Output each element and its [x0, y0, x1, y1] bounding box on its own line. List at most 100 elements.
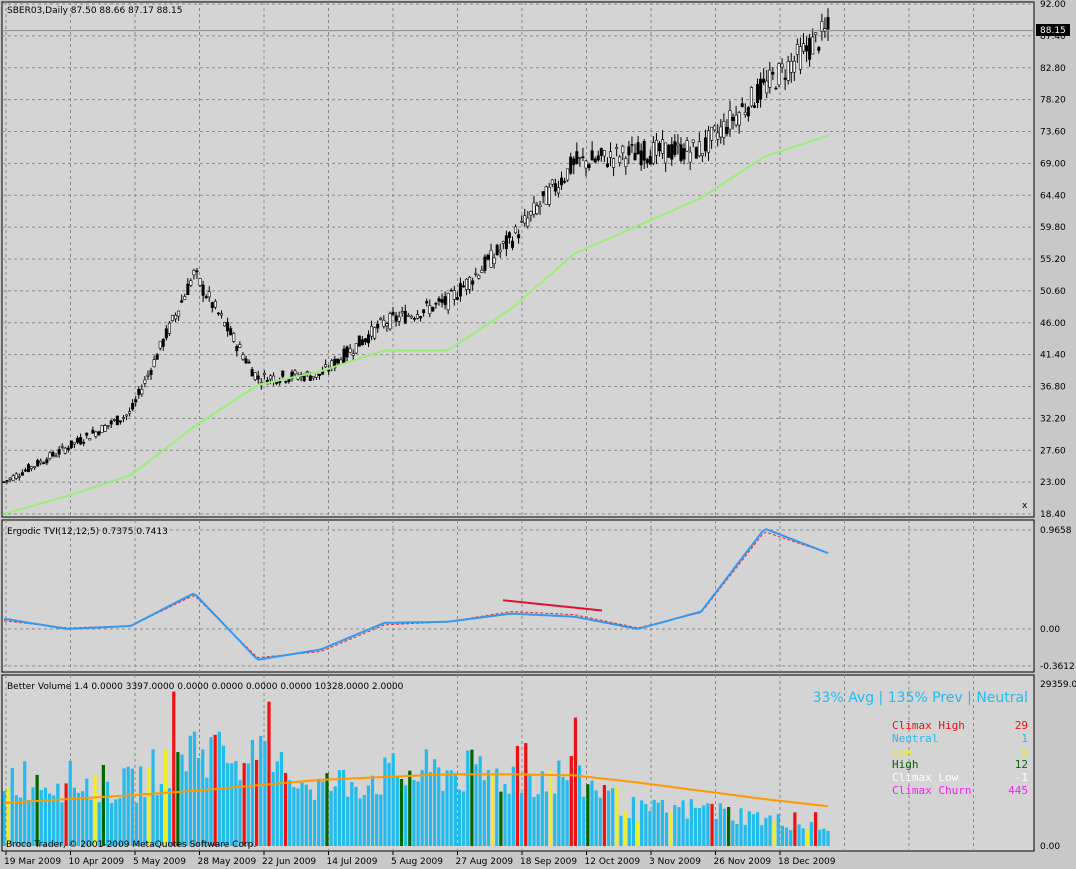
- volume-bar: [143, 797, 147, 846]
- volume-bar: [718, 803, 722, 846]
- volume-bar: [383, 757, 387, 846]
- candle-body: [177, 310, 181, 317]
- candle-body: [642, 141, 646, 161]
- ergodic-panel[interactable]: [1, 519, 1035, 673]
- candle-body: [762, 78, 766, 83]
- candle-body: [673, 141, 677, 155]
- legend-item-climax-low: Climax Low -1: [892, 771, 1028, 784]
- x-tick-label: 3 Nov 2009: [649, 857, 701, 867]
- volume-bar: [764, 817, 768, 846]
- volume-bar: [644, 804, 648, 846]
- candle-body: [514, 226, 518, 234]
- candle-body: [23, 469, 27, 472]
- volume-bar: [404, 785, 408, 846]
- x-tick-label: 5 Aug 2009: [391, 857, 443, 867]
- candle-body: [201, 284, 205, 296]
- candle-body: [811, 36, 815, 55]
- volume-bar: [151, 749, 155, 846]
- candle-body: [146, 374, 150, 377]
- volume-bar: [660, 799, 664, 846]
- candle-body: [327, 369, 331, 372]
- candle-body: [468, 277, 472, 290]
- candle-body: [376, 323, 380, 329]
- chart-shift-marker[interactable]: x: [1022, 501, 1028, 511]
- candle-body: [422, 309, 426, 313]
- legend-item-high: High 12: [892, 758, 1028, 771]
- candle-body: [645, 158, 649, 164]
- candle-body: [223, 322, 227, 327]
- candle-body: [115, 415, 119, 426]
- volume-bar: [176, 752, 180, 846]
- volume-bar: [573, 717, 578, 846]
- volume-bar: [664, 812, 669, 846]
- volume-bar: [192, 731, 197, 846]
- volume-bar: [312, 799, 317, 846]
- volume-bar: [126, 766, 130, 846]
- candle-body: [771, 72, 775, 75]
- volume-bar: [358, 798, 362, 846]
- volume-bar: [134, 802, 139, 846]
- candle-body: [290, 371, 294, 380]
- candle-body: [746, 107, 750, 117]
- candle-body: [731, 116, 735, 122]
- copyright-text: Broco Trader, © 2001-2009 MetaQuotes Sof…: [6, 840, 256, 850]
- volume-bar: [18, 797, 23, 846]
- candle-body: [639, 150, 643, 166]
- volume-bar: [213, 734, 217, 846]
- volume-bar: [635, 821, 640, 846]
- volume-bar: [486, 769, 491, 846]
- volume-bar: [10, 768, 14, 846]
- candle-body: [480, 269, 484, 273]
- price-tick-label: 73.60: [1040, 128, 1066, 138]
- candle-body: [492, 257, 496, 265]
- volume-bar: [279, 751, 284, 846]
- volume-header: Better Volume 1.4 0.0000 3397.0000 0.000…: [7, 682, 404, 692]
- candle-body: [621, 145, 625, 154]
- volume-bar: [809, 822, 814, 846]
- volume-bar: [93, 774, 97, 846]
- candle-body: [710, 126, 714, 141]
- x-tick-label: 10 Apr 2009: [69, 857, 125, 867]
- volume-bar: [205, 777, 209, 846]
- volume-bar: [267, 701, 271, 846]
- volume-bar: [698, 808, 702, 846]
- volume-bar: [673, 804, 677, 846]
- candle-body: [688, 151, 692, 163]
- volume-bar: [56, 783, 60, 846]
- candle-body: [602, 150, 606, 157]
- candle-body: [85, 432, 89, 436]
- candle-body: [330, 360, 334, 368]
- candle-body: [79, 437, 83, 445]
- candle-body: [100, 425, 104, 433]
- candle-body: [814, 32, 818, 35]
- svg-text:5: 5: [1021, 745, 1028, 758]
- price-tick-label: 69.00: [1040, 159, 1066, 169]
- candle-body: [391, 311, 395, 315]
- volume-bar: [76, 793, 81, 846]
- volume-bar: [35, 774, 39, 846]
- volume-bar: [155, 795, 159, 846]
- candle-body: [498, 249, 502, 253]
- candle-body: [354, 343, 358, 354]
- candle-body: [82, 441, 86, 444]
- volume-bar: [772, 820, 776, 846]
- volume-bar: [743, 824, 747, 846]
- volume-bar: [805, 829, 809, 846]
- volume-bar: [780, 825, 785, 846]
- candle-body: [443, 296, 447, 305]
- candle-body: [523, 215, 527, 224]
- volume-bar: [2, 790, 6, 846]
- volume-bar: [428, 772, 433, 846]
- candle-body: [219, 313, 223, 316]
- candle-body: [244, 358, 248, 364]
- ergodic-tick-label: 0.9658: [1040, 526, 1072, 536]
- volume-bar: [640, 800, 644, 846]
- volume-bar: [31, 787, 35, 846]
- candle-body: [118, 420, 122, 423]
- volume-bar: [449, 770, 453, 846]
- candle-body: [520, 220, 524, 223]
- candle-body: [318, 373, 322, 376]
- volume-bar: [230, 763, 234, 846]
- candle-body: [14, 473, 18, 479]
